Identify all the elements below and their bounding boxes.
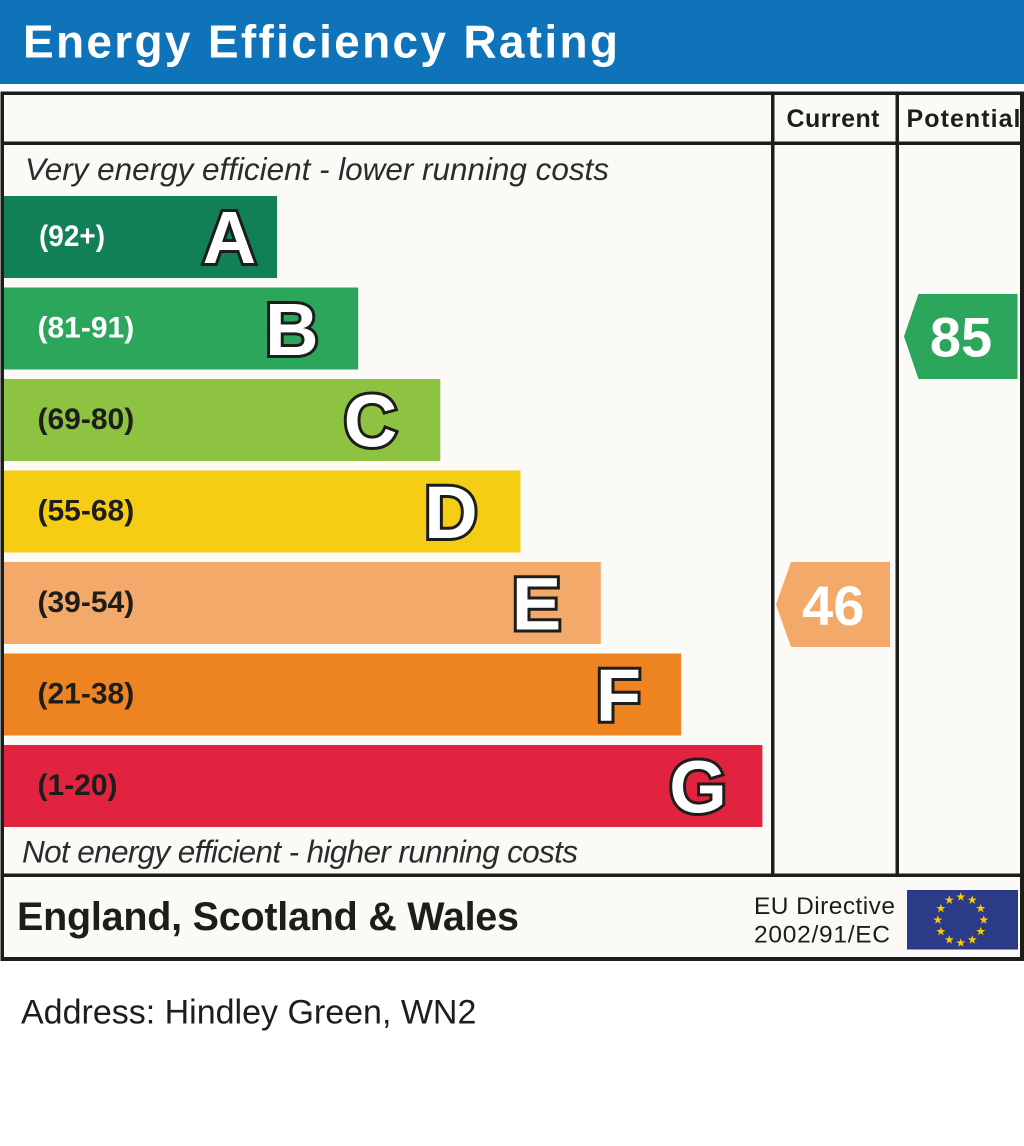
svg-text:EU Directive: EU Directive bbox=[754, 893, 895, 920]
svg-text:Not energy efficient - higher: Not energy efficient - higher running co… bbox=[22, 834, 578, 870]
svg-text:Potential: Potential bbox=[907, 105, 1021, 133]
svg-text:G: G bbox=[669, 745, 727, 828]
svg-text:(21-38): (21-38) bbox=[38, 678, 135, 711]
svg-text:E: E bbox=[512, 562, 561, 645]
svg-text:Very energy efficient - lower: Very energy efficient - lower running co… bbox=[25, 151, 609, 187]
svg-text:C: C bbox=[344, 379, 397, 462]
svg-text:(1-20): (1-20) bbox=[38, 769, 118, 802]
svg-text:(81-91): (81-91) bbox=[38, 312, 135, 345]
svg-text:(55-68): (55-68) bbox=[38, 495, 135, 528]
svg-text:B: B bbox=[265, 288, 318, 371]
svg-text:2002/91/EC: 2002/91/EC bbox=[754, 921, 890, 948]
svg-text:A: A bbox=[203, 196, 256, 279]
svg-text:85: 85 bbox=[930, 306, 992, 369]
svg-text:46: 46 bbox=[802, 574, 864, 637]
svg-text:England, Scotland & Wales: England, Scotland & Wales bbox=[17, 895, 519, 939]
svg-text:(69-80): (69-80) bbox=[38, 403, 135, 436]
svg-text:Address: Hindley Green, WN2: Address: Hindley Green, WN2 bbox=[21, 994, 476, 1032]
svg-text:(39-54): (39-54) bbox=[38, 586, 135, 619]
svg-text:Current: Current bbox=[787, 105, 881, 133]
svg-text:D: D bbox=[424, 471, 477, 554]
svg-text:Energy Efficiency Rating: Energy Efficiency Rating bbox=[23, 16, 618, 68]
svg-text:(92+): (92+) bbox=[39, 220, 105, 253]
svg-text:F: F bbox=[596, 654, 641, 737]
